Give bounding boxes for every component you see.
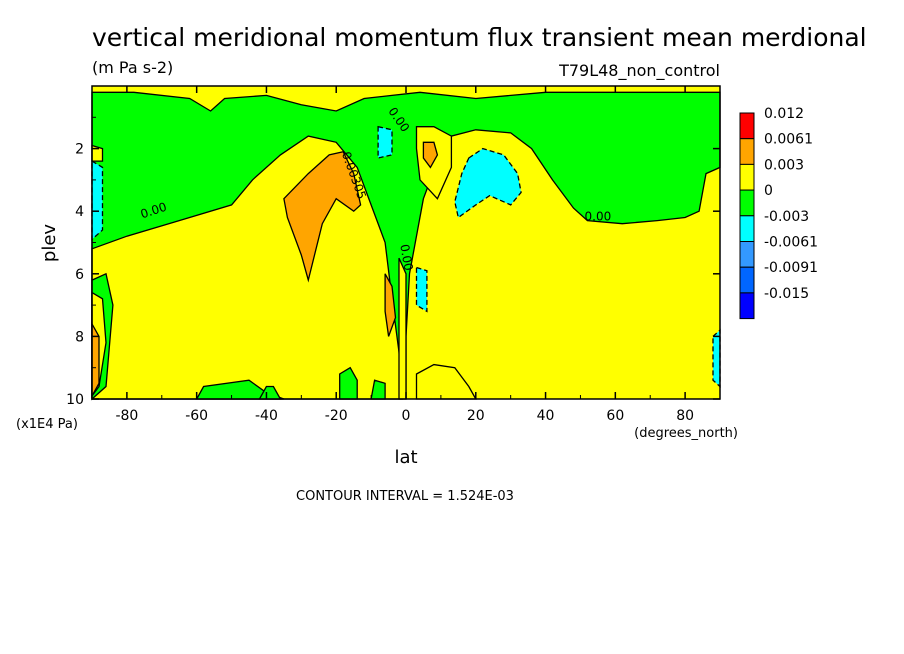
y-tick-label: 10 bbox=[66, 392, 84, 408]
colorbar-label: 0 bbox=[764, 183, 773, 199]
x-axis: -80 -60 -40 -20 0 20 40 60 80 bbox=[91, 86, 721, 424]
contour-label: 0.00 bbox=[585, 210, 612, 224]
contour-region-5 bbox=[91, 321, 100, 399]
contour-label: 0.00 bbox=[397, 243, 415, 272]
colorbar: 0.012 0.0061 0.003 0 -0.003 -0.0061 -0.0091 -0.… bbox=[739, 106, 818, 320]
colorbar-swatch bbox=[739, 189, 755, 217]
y-tick-label: 8 bbox=[75, 329, 84, 345]
contour-region-10 bbox=[454, 147, 522, 219]
x-tick-label: -40 bbox=[255, 408, 278, 424]
contour-region-14 bbox=[712, 328, 721, 388]
y-tick-label: 2 bbox=[75, 142, 84, 158]
colorbar-swatch bbox=[739, 266, 755, 294]
y-tick-label: 6 bbox=[75, 267, 84, 283]
contour-interval-text: CONTOUR INTERVAL = 1.524E-03 bbox=[296, 489, 514, 504]
y-tick-label: 4 bbox=[75, 204, 84, 220]
contour-region-9 bbox=[422, 141, 439, 169]
x-tick-label: -80 bbox=[115, 408, 138, 424]
x-tick-label: 60 bbox=[606, 408, 624, 424]
x-tick-label: 20 bbox=[467, 408, 485, 424]
colorbar-label: 0.012 bbox=[764, 106, 804, 122]
colorbar-label: -0.0061 bbox=[764, 235, 818, 251]
contour-region-2 bbox=[398, 257, 407, 400]
x-axis-units: (degrees_north) bbox=[634, 426, 738, 441]
chart-title: vertical meridional momentum flux transi… bbox=[92, 23, 867, 52]
plot-area bbox=[91, 86, 721, 401]
x-tick-label: 40 bbox=[537, 408, 555, 424]
x-tick-label: -60 bbox=[185, 408, 208, 424]
colorbar-label: -0.003 bbox=[764, 209, 809, 225]
contour-region-11 bbox=[377, 125, 393, 159]
colorbar-label: 0.0061 bbox=[764, 132, 813, 148]
y-axis: 2 4 6 8 10 bbox=[66, 116, 720, 408]
x-tick-label: 80 bbox=[676, 408, 694, 424]
colorbar-swatch bbox=[739, 241, 755, 268]
chart-units: (m Pa s-2) bbox=[92, 58, 173, 77]
y-axis-label: plev bbox=[39, 224, 60, 263]
x-tick-label: -20 bbox=[325, 408, 348, 424]
run-label: T79L48_non_control bbox=[558, 61, 720, 81]
contour-region-6 bbox=[283, 150, 362, 283]
colorbar-swatch bbox=[739, 138, 755, 165]
x-tick-label: 0 bbox=[402, 408, 411, 424]
y-axis-units: (x1E4 Pa) bbox=[16, 417, 78, 432]
contour-region-16 bbox=[91, 144, 104, 162]
contour-region-13 bbox=[91, 159, 104, 241]
colorbar-label: 0.003 bbox=[764, 157, 804, 173]
x-axis-label: lat bbox=[394, 447, 417, 468]
colorbar-swatch bbox=[739, 163, 755, 191]
contour-region-7 bbox=[384, 273, 397, 337]
colorbar-swatch bbox=[739, 112, 755, 140]
colorbar-swatch bbox=[739, 292, 755, 320]
colorbar-label: -0.015 bbox=[764, 286, 809, 302]
colorbar-label: -0.0091 bbox=[764, 260, 818, 276]
colorbar-swatch bbox=[739, 215, 755, 243]
contour-region-12 bbox=[415, 266, 428, 313]
